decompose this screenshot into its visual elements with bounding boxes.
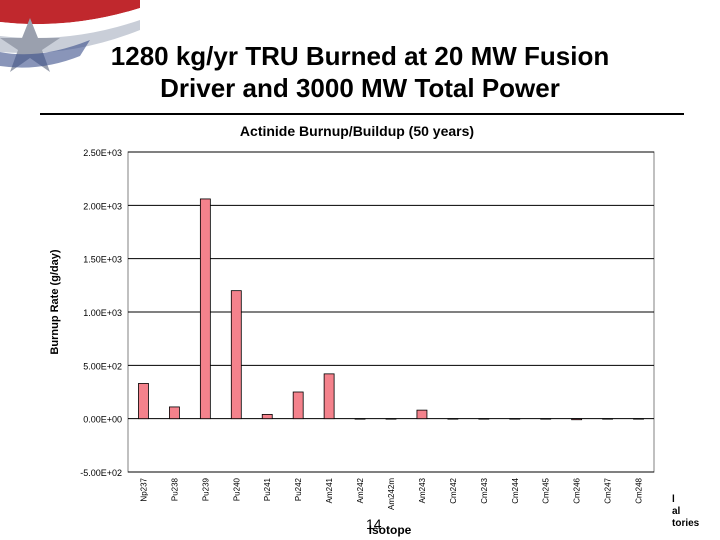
x-tick-label: Am242 (356, 477, 365, 503)
bar (169, 406, 180, 420)
bar (447, 418, 459, 420)
x-tick-label: Am243 (418, 477, 427, 503)
x-tick-label: Cm247 (604, 477, 613, 503)
x-tick-label: Pu242 (294, 477, 303, 501)
bar (385, 418, 397, 420)
x-tick-label: Pu239 (201, 477, 210, 501)
bar (633, 418, 644, 420)
bar (323, 373, 335, 420)
bar (416, 409, 428, 420)
bar (138, 383, 149, 420)
footer-text-1: l (672, 494, 675, 505)
x-tick-label: Am242m (387, 478, 396, 510)
slide-title-line-1: 1280 kg/yr TRU Burned at 20 MW Fusion (110, 41, 610, 71)
slide-title: 1280 kg/yr TRU Burned at 20 MW Fusion Dr… (60, 40, 660, 104)
bar (261, 413, 273, 420)
bar (230, 290, 242, 420)
footer-text-3: tories (672, 518, 700, 529)
page-number: 14 (366, 516, 382, 532)
bar (292, 391, 304, 420)
chart-title: Actinide Burnup/Buildup (50 years) (240, 123, 474, 139)
y-tick-label: 5.00E+02 (83, 361, 122, 371)
y-axis-label: Burnup Rate (g/day) (49, 249, 61, 354)
x-tick-label: Pu241 (263, 477, 272, 501)
x-axis-label: Isotope (369, 523, 412, 537)
bar (354, 418, 366, 420)
footer-logo-fragment: l al tories (672, 494, 699, 530)
x-tick-label: Cm246 (573, 477, 582, 503)
bar (571, 418, 583, 421)
title-divider (40, 113, 684, 115)
flag-star-logo (0, 0, 140, 72)
y-tick-label: -5.00E+02 (80, 468, 122, 478)
y-tick-label: 1.00E+03 (83, 308, 122, 318)
x-tick-label: Cm243 (480, 477, 489, 503)
x-tick-label: Np237 (139, 477, 148, 501)
bar (602, 418, 613, 420)
y-tick-label: 1.50E+03 (83, 255, 122, 265)
x-tick-label: Cm248 (635, 477, 644, 503)
bar (509, 418, 521, 420)
x-tick-label: Pu240 (232, 477, 241, 501)
x-tick-label: Cm242 (449, 477, 458, 503)
x-tick-label: Am241 (325, 477, 334, 503)
bar (478, 418, 490, 420)
y-tick-label: 2.50E+03 (83, 148, 122, 158)
y-tick-label: 0.00E+00 (83, 415, 122, 425)
y-tick-label: 2.00E+03 (83, 201, 122, 211)
x-tick-label: Cm244 (511, 477, 520, 503)
x-tick-label: Pu238 (170, 477, 179, 501)
slide-title-line-2: Driver and 3000 MW Total Power (160, 73, 560, 103)
bar (540, 418, 552, 420)
footer-text-2: al (672, 506, 681, 517)
x-tick-label: Cm245 (542, 477, 551, 503)
bar (199, 198, 211, 420)
